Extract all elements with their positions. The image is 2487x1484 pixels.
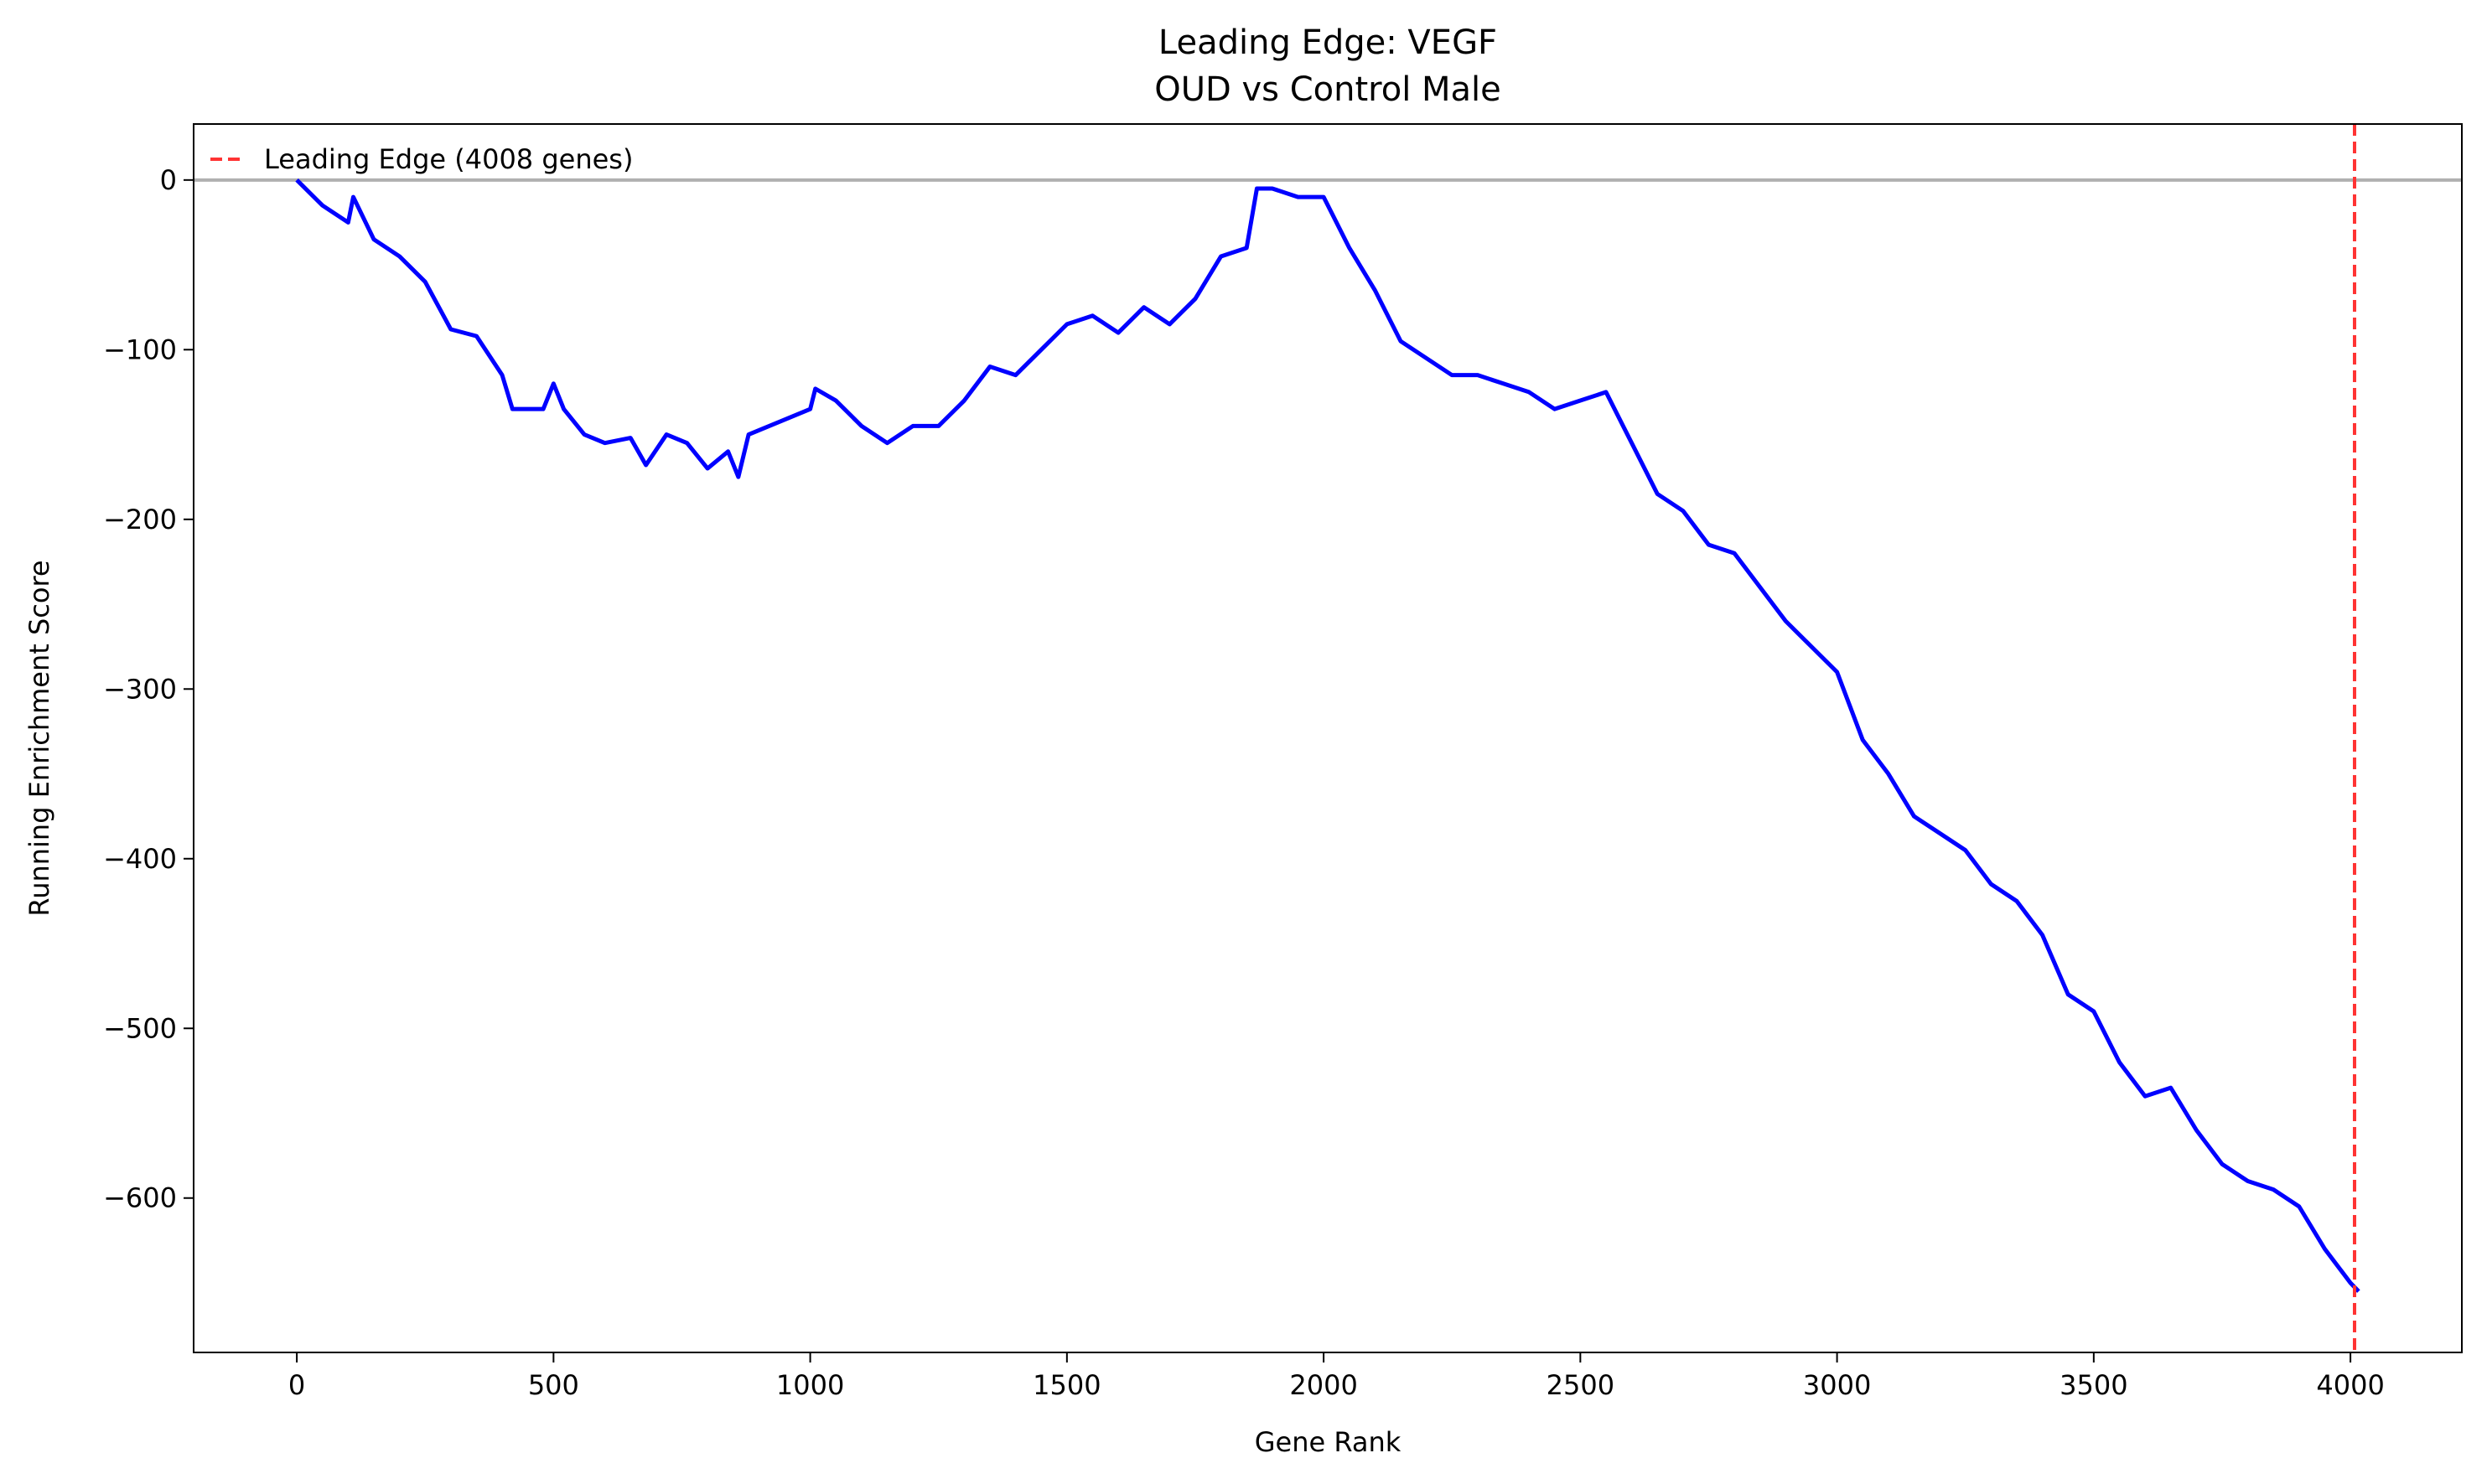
x-tick-label: 2000 — [1289, 1369, 1357, 1401]
x-tick-label: 1500 — [1033, 1369, 1101, 1401]
series-line — [295, 178, 2360, 1293]
y-tick-label: −300 — [103, 673, 177, 705]
y-tick-label: −500 — [103, 1012, 177, 1044]
x-tick-label: 500 — [528, 1369, 579, 1401]
plot-frame — [193, 123, 2463, 1353]
x-axis-label: Gene Rank — [1255, 1426, 1402, 1458]
x-tick-label: 3500 — [2060, 1369, 2127, 1401]
x-tick-label: 0 — [288, 1369, 305, 1401]
y-tick-label: −400 — [103, 843, 177, 875]
y-tick-label: −600 — [103, 1182, 177, 1214]
chart-title: Leading Edge: VEGF — [1158, 23, 1497, 62]
y-tick-label: 0 — [160, 164, 177, 196]
y-tick-label: −200 — [103, 504, 177, 535]
y-axis-label: Running Enrichment Score — [23, 560, 55, 916]
x-tick-label: 3000 — [1803, 1369, 1871, 1401]
y-tick-label: −100 — [103, 334, 177, 365]
chart-subtitle: OUD vs Control Male — [1154, 70, 1501, 109]
x-tick-label: 2500 — [1547, 1369, 1614, 1401]
x-tick-label: 4000 — [2316, 1369, 2384, 1401]
legend-label: Leading Edge (4008 genes) — [264, 143, 633, 175]
x-tick-label: 1000 — [776, 1369, 844, 1401]
